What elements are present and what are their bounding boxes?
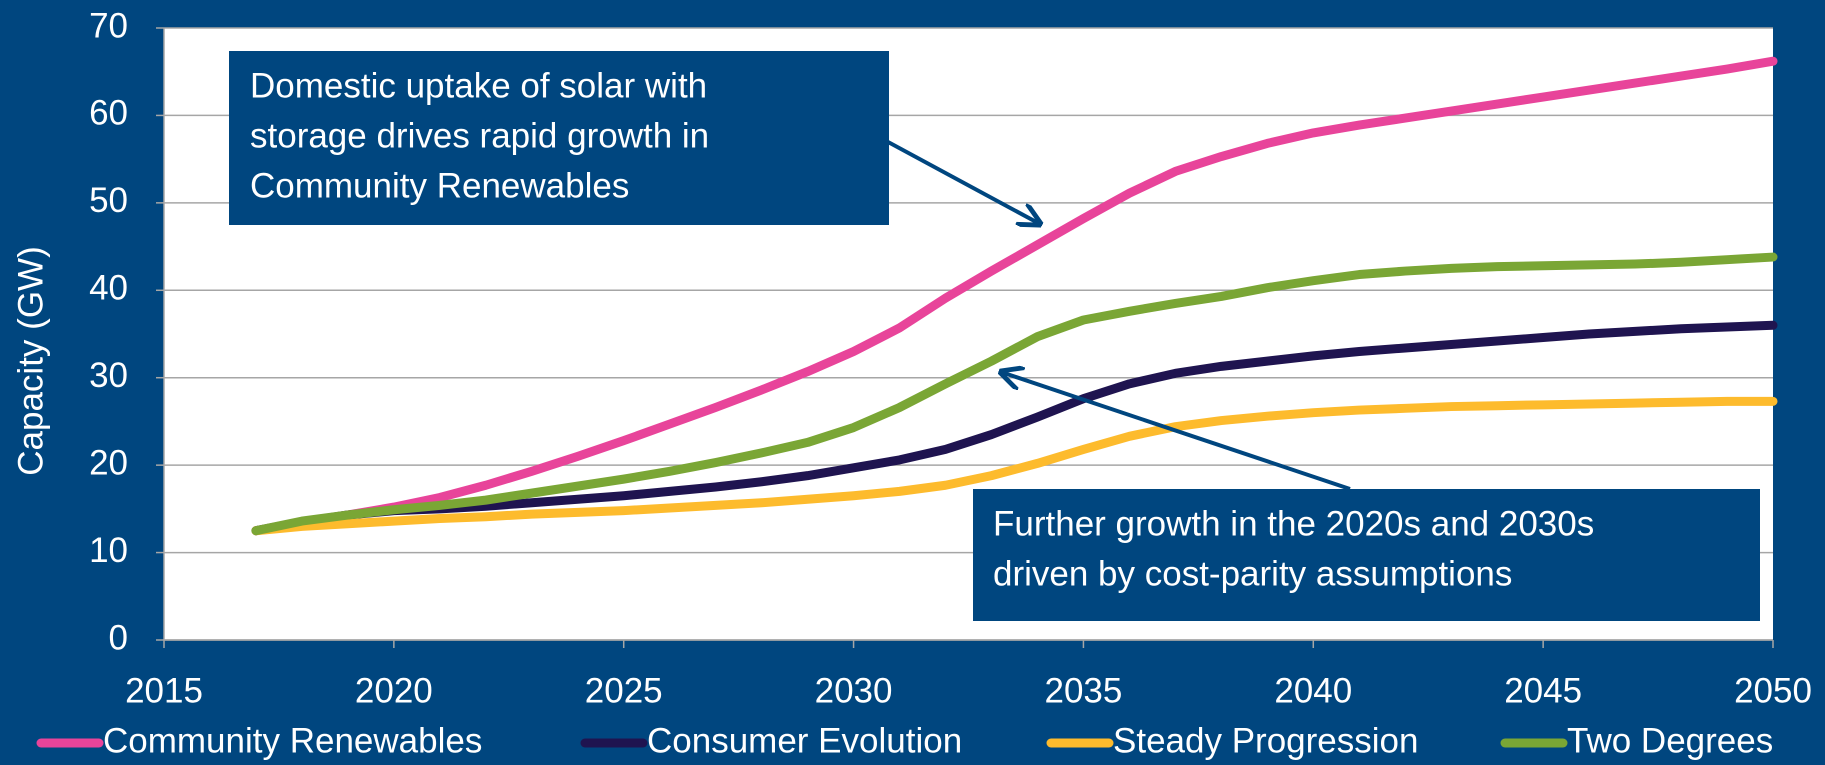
legend-label: Steady Progression — [1113, 721, 1418, 760]
x-tick-label: 2050 — [1734, 671, 1812, 710]
y-axis-label: Capacity (GW) — [11, 246, 50, 475]
x-tick-label: 2045 — [1504, 671, 1582, 710]
annotation-box — [973, 489, 1760, 621]
series-line — [251, 252, 1778, 536]
y-tick-label: 20 — [89, 443, 128, 482]
series-line — [251, 320, 1778, 536]
annotation-arrow — [1001, 372, 1351, 491]
annotation-text: Community Renewables — [250, 166, 629, 205]
y-tick-label: 50 — [89, 181, 128, 220]
y-tick-label: 0 — [109, 618, 128, 657]
annotation-box — [229, 51, 889, 225]
legend-label: Community Renewables — [103, 721, 482, 760]
annotation-text: Domestic uptake of solar with — [250, 66, 707, 105]
x-tick-label: 2035 — [1044, 671, 1122, 710]
x-tick-label: 2025 — [585, 671, 663, 710]
legend-label: Two Degrees — [1567, 721, 1773, 760]
y-tick-label: 40 — [89, 269, 128, 308]
x-tick-label: 2020 — [355, 671, 433, 710]
annotation-arrow — [887, 140, 1040, 224]
y-tick-label: 70 — [89, 6, 128, 45]
series-line — [251, 396, 1778, 536]
y-tick-label: 30 — [89, 356, 128, 395]
x-tick-label: 2015 — [125, 671, 203, 710]
y-tick-label: 10 — [89, 531, 128, 570]
series-line — [251, 56, 1778, 536]
annotation-text: Further growth in the 2020s and 2030s — [993, 504, 1594, 543]
legend-label: Consumer Evolution — [647, 721, 962, 760]
x-tick-label: 2030 — [815, 671, 893, 710]
annotation-text: storage drives rapid growth in — [250, 116, 709, 155]
y-tick-label: 60 — [89, 94, 128, 133]
annotation-text: driven by cost-parity assumptions — [993, 554, 1512, 593]
x-tick-label: 2040 — [1274, 671, 1352, 710]
